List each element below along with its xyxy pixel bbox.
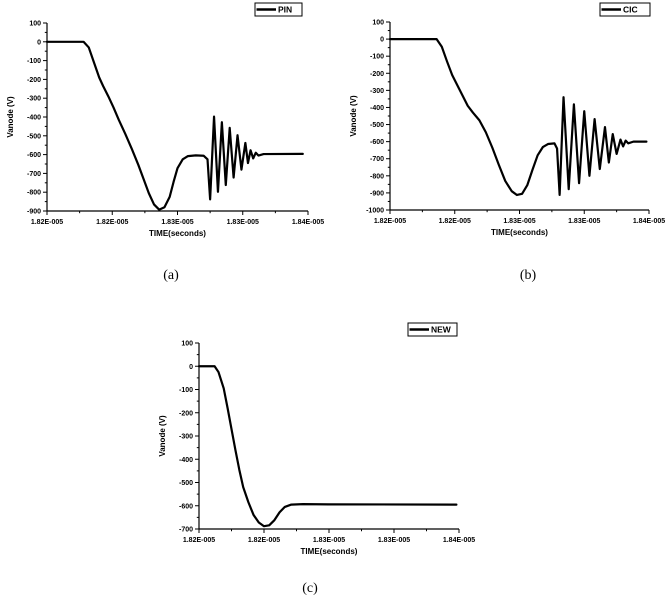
y-tick-label: 100 [29,21,41,28]
x-tick-label: 1.82E-005 [183,537,215,544]
x-tick-label: 1.83E-005 [568,218,600,225]
caption-a: (a) [163,268,179,283]
legend: CIC [599,2,651,17]
x-tick-label: 1.83E-005 [313,537,345,544]
y-tick-label: 0 [189,364,193,371]
y-tick-label: -900 [370,190,384,197]
x-tick-label: 1.83E-005 [503,218,535,225]
x-axis-title: TIME(seconds) [491,228,548,237]
y-tick-label: -100 [179,387,193,394]
chart-a-pin: 100 0 -100 -200 -300 -400 -500 -600 -700 -800 -900… [6,2,324,238]
y-tick-label: -300 [179,434,193,441]
y-tick-label: -500 [27,133,41,140]
chart-b-cic: 100 0 -100 -200 -300 -400 -500 -600 -700 -800 -900… [349,2,665,237]
caption-c: (c) [302,581,318,596]
series-curve [388,37,648,197]
x-axis-ticks: 1.82E-005 1.82E-005 1.83E-005 1.83E-005 1.84… [374,210,665,225]
legend-label: CIC [623,5,638,15]
y-tick-label: -1000 [366,208,384,215]
y-tick-label: -700 [179,527,193,534]
series-curve [197,365,458,528]
y-tick-label: -700 [370,156,384,163]
x-tick-label: 1.82E-005 [31,219,63,226]
axis-spines [46,23,308,212]
y-tick-label: -600 [27,152,41,159]
x-tick-label: 1.83E-005 [378,537,410,544]
y-tick-label: -400 [27,115,41,122]
x-tick-label: 1.84E-005 [443,537,475,544]
legend-label: PIN [278,5,292,15]
series-curve [45,40,304,211]
x-tick-label: 1.82E-005 [374,218,406,225]
chart-c-new: 1000-100-200-300-400-500-600-7001.82E-00… [158,322,475,556]
axis-spines [198,343,459,530]
y-tick-label: -600 [179,503,193,510]
y-axis-title: Vanode (V) [158,415,167,457]
y-axis-title: Vanode (V) [6,96,15,138]
x-tick-label: 1.82E-005 [96,219,128,226]
y-tick-label: 100 [181,341,193,348]
y-tick-label: -200 [370,71,384,78]
x-tick-label: 1.82E-005 [439,218,471,225]
y-tick-label: -400 [370,105,384,112]
y-tick-label: -100 [27,58,41,65]
y-axis-ticks: 100 0 -100 -200 -300 -400 -500 -600 -700 -800 -900 [27,21,47,216]
legend: NEW [407,322,458,337]
y-tick-label: -400 [179,457,193,464]
x-tick-label: 1.83E-005 [227,219,259,226]
legend: PIN [254,2,303,17]
y-tick-label: 0 [37,39,41,46]
x-axis-title: TIME(seconds) [301,547,358,556]
caption-b: (b) [519,268,537,283]
y-tick-label: -300 [27,96,41,103]
y-tick-label: -200 [27,77,41,84]
y-tick-label: -500 [179,480,193,487]
y-tick-label: -800 [27,190,41,197]
y-tick-label: -100 [370,54,384,61]
x-tick-label: 1.84E-005 [633,218,665,225]
y-tick-label: 0 [380,37,384,44]
x-tick-label: 1.82E-005 [248,537,280,544]
x-axis-title: TIME(seconds) [149,229,206,238]
y-tick-label: -600 [370,139,384,146]
y-axis-title: Vanode (V) [349,95,358,137]
y-tick-label: -300 [370,88,384,95]
y-tick-label: -700 [27,171,41,178]
y-tick-label: -500 [370,122,384,129]
y-tick-label: -800 [370,173,384,180]
x-axis-ticks: 1.82E-005 1.82E-005 1.83E-005 1.83E-005 1.84… [31,211,324,226]
y-tick-label: -900 [27,209,41,216]
legend-box [254,2,303,17]
legend-box [407,322,458,337]
x-tick-label: 1.83E-005 [161,219,193,226]
y-axis-ticks: 100 0 -100 -200 -300 -400 -500 -600 -700 [179,341,199,534]
legend-label: NEW [431,325,452,335]
y-tick-label: 100 [372,20,384,27]
y-axis-ticks: 100 0 -100 -200 -300 -400 -500 -600 -700 -800 -900… [366,20,390,215]
legend-box [599,2,651,17]
x-axis-ticks: 1.82E-005 1.82E-005 1.83E-005 1.83E-005 1.84… [183,529,475,544]
x-tick-label: 1.84E-005 [292,219,324,226]
y-tick-label: -200 [179,410,193,417]
axis-spines [389,22,649,211]
